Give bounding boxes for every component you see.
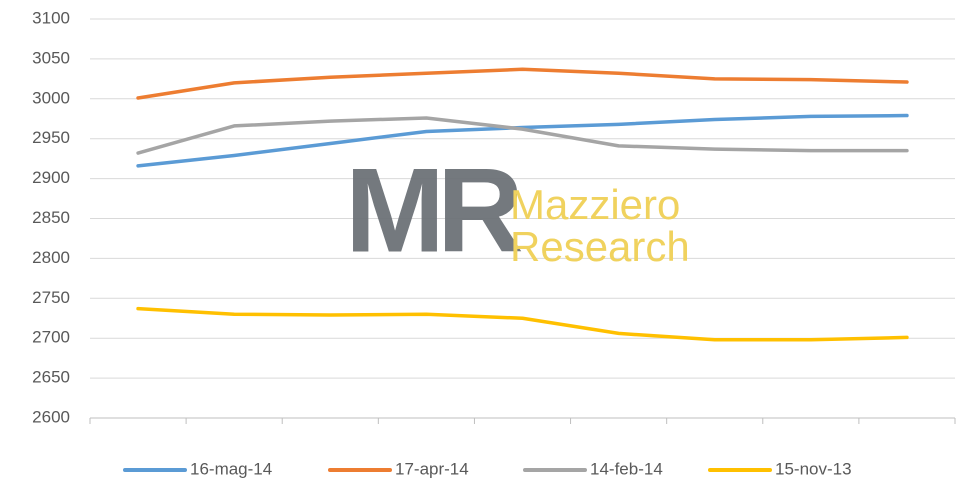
y-tick-label: 2800 [32,248,70,267]
watermark-logo: MR [345,144,522,278]
watermark-text: Research [510,223,690,270]
y-tick-label: 2950 [32,128,70,147]
legend-label: 16-mag-14 [190,459,272,478]
y-tick-label: 2600 [32,407,70,426]
y-tick-label: 2850 [32,208,70,227]
y-tick-label: 2900 [32,168,70,187]
series-line [136,113,909,168]
y-tick-label: 3100 [32,8,70,27]
y-tick-label: 2750 [32,288,70,307]
legend-label: 15-nov-13 [775,459,852,478]
y-tick-label: 3000 [32,88,70,107]
series-line [136,67,909,100]
y-tick-label: 2650 [32,368,70,387]
legend-label: 14-feb-14 [590,459,663,478]
series-line [136,116,909,155]
y-tick-label: 2700 [32,328,70,347]
y-tick-label: 3050 [32,48,70,67]
watermark-text: Mazziero [510,181,680,228]
series-line [136,306,909,342]
legend-label: 17-apr-14 [395,459,469,478]
